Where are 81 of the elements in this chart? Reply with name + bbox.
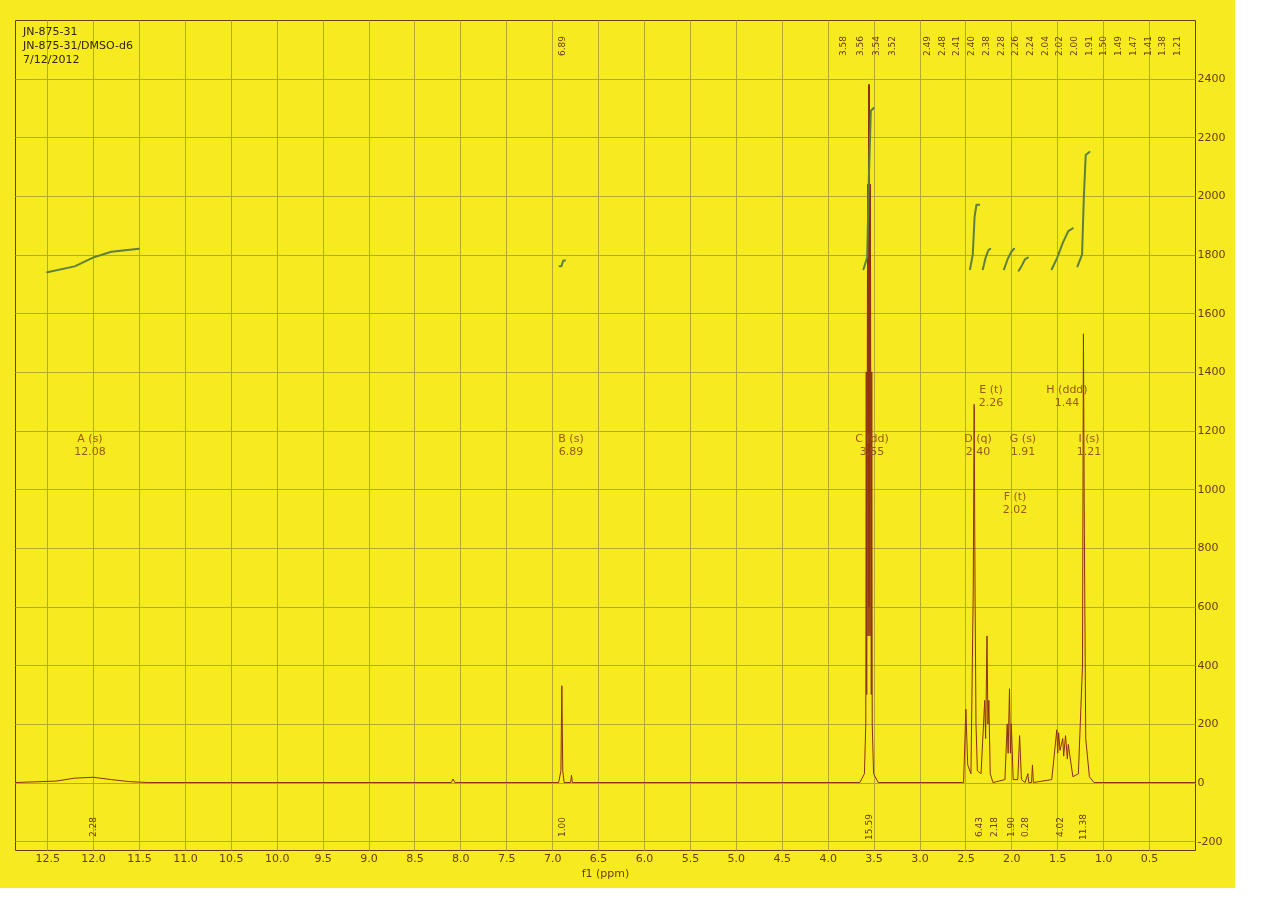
annotation: 1.38 bbox=[1157, 35, 1168, 57]
x-tick-label: 3.5 bbox=[865, 851, 883, 865]
annotation: 1.47 bbox=[1127, 35, 1138, 57]
x-tick-label: 1.5 bbox=[1049, 851, 1067, 865]
y-tick-label: 200 bbox=[1197, 717, 1219, 731]
x-tick-label: 12.5 bbox=[35, 851, 60, 865]
annotation: 7/12/2012 bbox=[23, 53, 80, 66]
x-tick-label: 1.0 bbox=[1094, 851, 1113, 865]
x-tick-label: 10.5 bbox=[219, 851, 244, 865]
annotation: 6.89 bbox=[557, 35, 567, 57]
y-tick-label: 0 bbox=[1197, 776, 1205, 790]
annotation: 3.56 bbox=[855, 35, 865, 57]
x-tick-label: 3.0 bbox=[911, 851, 929, 865]
annotation: 4.02 bbox=[1055, 816, 1065, 838]
y-tick-label: 2000 bbox=[1197, 189, 1226, 203]
x-tick-label: 6.5 bbox=[589, 851, 608, 865]
x-tick-label: 2.0 bbox=[1003, 851, 1021, 865]
y-tick-label: 600 bbox=[1197, 600, 1219, 614]
y-tick-label: 2200 bbox=[1197, 130, 1226, 144]
annotation: 11.38 bbox=[1078, 813, 1088, 840]
y-tick-label: 1400 bbox=[1197, 365, 1226, 379]
annotation: E (t) 2.26 bbox=[978, 383, 1004, 409]
y-tick-label: 800 bbox=[1197, 541, 1219, 555]
y-tick-label: 1200 bbox=[1197, 424, 1226, 438]
annotation: 15.59 bbox=[864, 813, 874, 840]
annotation: 2.18 bbox=[989, 816, 999, 838]
annotation: 1.50 bbox=[1098, 35, 1109, 57]
line-series bbox=[15, 84, 1195, 784]
y-tick-label: 1600 bbox=[1197, 306, 1226, 320]
y-tick-label: 1000 bbox=[1197, 482, 1226, 496]
annotation: 2.00 bbox=[1069, 35, 1079, 57]
annotation: 1.90 bbox=[1006, 816, 1016, 838]
annotation: 3.58 bbox=[838, 35, 848, 57]
x-tick-label: 8.5 bbox=[406, 851, 424, 865]
x-tick-label: 4.0 bbox=[819, 851, 837, 865]
annotation: 2.40 bbox=[966, 35, 977, 57]
annotation: 1.41 bbox=[1142, 35, 1153, 57]
annotation: 2.04 bbox=[1039, 35, 1050, 57]
x-tick-label: 5.0 bbox=[727, 851, 746, 865]
annotation: 3.54 bbox=[871, 35, 881, 57]
y-tick-label: 400 bbox=[1197, 658, 1219, 672]
x-tick-label: 11.5 bbox=[127, 851, 152, 865]
annotation: 1.91 bbox=[1083, 35, 1094, 57]
y-tick-label: 2400 bbox=[1197, 72, 1226, 86]
x-tick-label: 4.5 bbox=[773, 851, 792, 865]
x-tick-label: 2.5 bbox=[957, 851, 975, 865]
annotation: 3.52 bbox=[887, 35, 897, 57]
x-tick-label: 0.5 bbox=[1140, 851, 1159, 865]
annotation: 0.28 bbox=[1020, 816, 1030, 838]
annotation: 2.02 bbox=[1054, 35, 1065, 57]
x-tick-label: 10.0 bbox=[264, 851, 290, 865]
annotation: 2.28 bbox=[995, 35, 1006, 57]
annotation: 6.43 bbox=[974, 816, 984, 838]
annotation: 2.41 bbox=[951, 35, 962, 57]
x-tick-label: 5.5 bbox=[681, 851, 700, 865]
annotation: 1.49 bbox=[1113, 35, 1124, 57]
annotation: 2.26 bbox=[1010, 35, 1021, 57]
x-tick-label: 9.0 bbox=[360, 851, 378, 865]
x-tick-label: 11.0 bbox=[173, 851, 198, 865]
annotation: 2.38 bbox=[980, 35, 991, 57]
annotation: B (s) 6.89 bbox=[558, 432, 584, 458]
annotation: JN-875-31 bbox=[22, 25, 78, 38]
y-tick-label: 1800 bbox=[1197, 248, 1226, 262]
x-tick-label: 6.0 bbox=[635, 851, 654, 865]
x-tick-label: 9.5 bbox=[314, 851, 332, 865]
annotation: A (s) 12.08 bbox=[74, 432, 106, 458]
annotation: G (s) 1.91 bbox=[1009, 432, 1037, 458]
annotation: 2.49 bbox=[922, 35, 932, 57]
x-tick-label: 7.0 bbox=[543, 851, 562, 865]
annotation: 2.28 bbox=[88, 816, 98, 838]
annotation: 2.48 bbox=[936, 35, 947, 57]
annotation: 1.21 bbox=[1171, 35, 1182, 57]
annotation: 1.00 bbox=[557, 816, 567, 838]
y-tick-label: -200 bbox=[1197, 834, 1223, 848]
x-tick-label: 12.0 bbox=[81, 851, 106, 865]
x-tick-label: 7.5 bbox=[498, 851, 516, 865]
x-tick-label: 8.0 bbox=[452, 851, 470, 865]
annotation: 2.24 bbox=[1024, 35, 1035, 57]
annotation: JN-875-31/DMSO-d6 bbox=[22, 39, 133, 52]
annotation: F (t) 2.02 bbox=[1002, 490, 1028, 516]
x-axis-title: f1 (ppm) bbox=[581, 866, 630, 880]
